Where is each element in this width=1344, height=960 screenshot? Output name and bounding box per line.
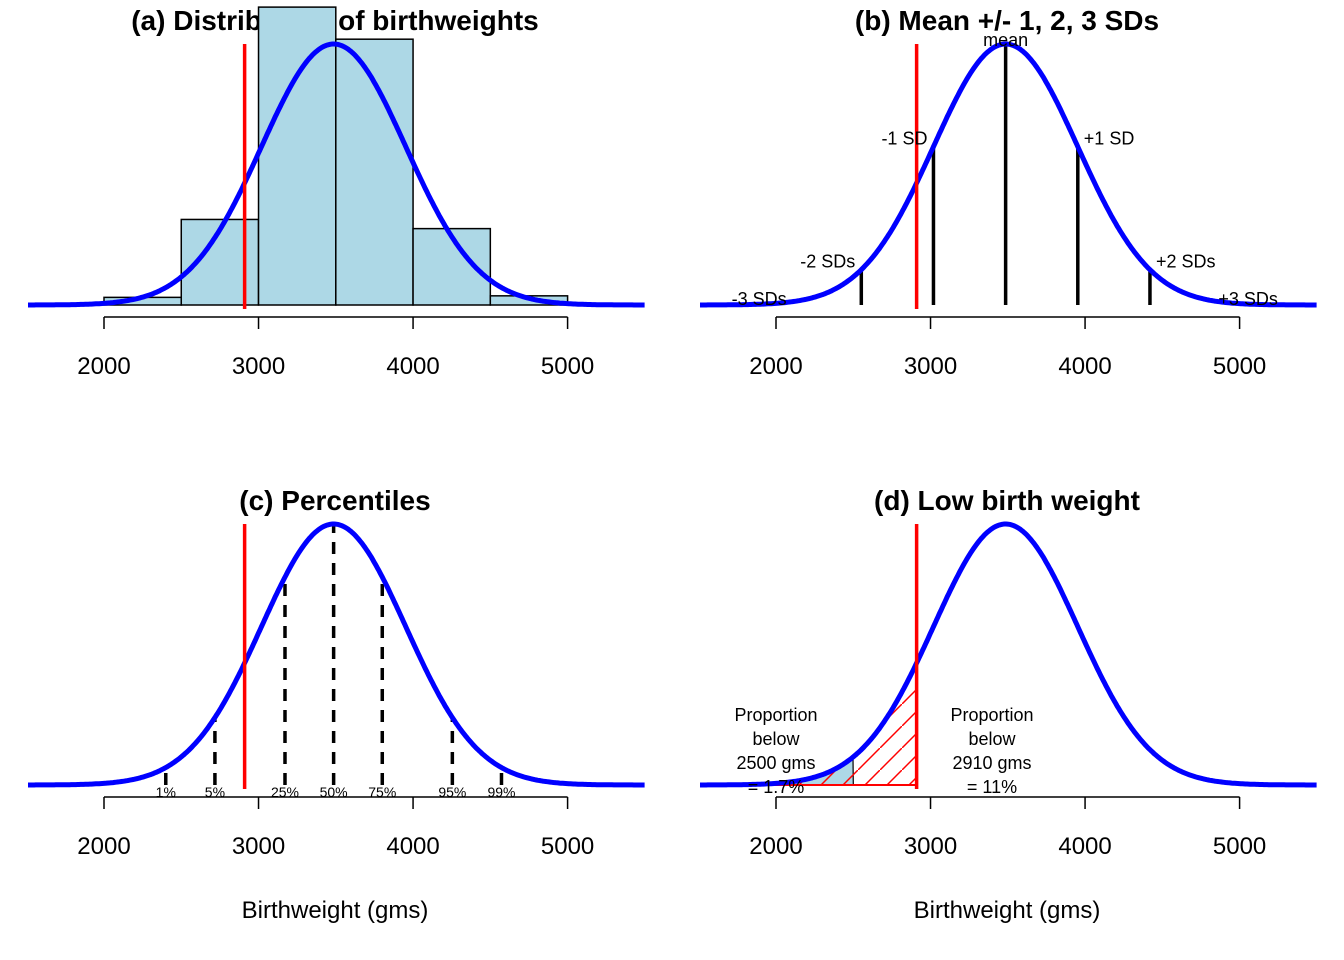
- annotation-line: = 11%: [967, 777, 1017, 797]
- panel-b-tick-label: 5000: [1213, 353, 1266, 380]
- panel-a-x-axis: 2000 3000 4000 5000: [77, 316, 594, 380]
- annotation-line: = 1.7%: [748, 777, 805, 797]
- panel-d-normal-curve: [699, 521, 1318, 788]
- sd-marker-label: -1 SD: [881, 129, 927, 149]
- panel-b-sd-labels: -3 SDs -2 SDs -1 SD mean +1 SD +2 SDs+3 SDs: [732, 30, 1278, 309]
- panel-b-tick-label: 2000: [749, 353, 802, 380]
- panel-d-x-axis-label: Birthweight (gms): [914, 897, 1101, 924]
- panel-b-title: (b) Mean +/- 1, 2, 3 SDs: [855, 5, 1159, 36]
- panel-c-x-axis: 2000 3000 4000 5000: [77, 796, 594, 860]
- panel-d: (d) Low birth weight Proportion below 2500…: [699, 485, 1318, 924]
- sd-marker-label: +1 SD: [1084, 129, 1135, 149]
- panel-c-tick-label: 2000: [77, 833, 130, 860]
- sd-marker-label: +2 SDs: [1156, 252, 1216, 272]
- panel-a-tick-label: 4000: [386, 353, 439, 380]
- panel-b-x-axis: 2000 3000 4000 5000: [749, 316, 1266, 380]
- annotation-line: Proportion: [734, 705, 817, 725]
- panel-c-percentile-labels: 1% 5% 25% 50% 75% 95% 99%: [156, 784, 516, 800]
- sd-marker-label: mean: [983, 30, 1028, 50]
- panel-d-title: (d) Low birth weight: [874, 485, 1140, 516]
- panel-d-tick-label: 4000: [1058, 833, 1111, 860]
- annotation-line: Proportion: [950, 705, 1033, 725]
- panel-b-tick-label: 3000: [904, 353, 957, 380]
- panel-d-tick-label: 2000: [749, 833, 802, 860]
- panel-d-annotation-2910: Proportion below 2910 gms = 11%: [950, 705, 1033, 797]
- panel-c: (c) Percentiles 1% 5% 25% 50% 75% 95% 99% 2000…: [27, 485, 646, 924]
- percentile-marker-label: 50%: [320, 784, 348, 800]
- percentile-marker-label: 25%: [271, 784, 299, 800]
- percentile-marker-label: 99%: [487, 784, 515, 800]
- panel-a-tick-label: 2000: [77, 353, 130, 380]
- percentile-marker-label: 5%: [205, 784, 225, 800]
- annotation-line: below: [752, 729, 800, 749]
- panel-c-normal-curve: [27, 521, 646, 788]
- panel-b-tick-label: 4000: [1058, 353, 1111, 380]
- panel-c-x-axis-label: Birthweight (gms): [242, 897, 429, 924]
- histogram-bar: [257, 6, 337, 306]
- panel-d-tick-label: 5000: [1213, 833, 1266, 860]
- panel-b-sd-markers: [859, 44, 1152, 305]
- panel-a: (a) Distribution of birthweights 2000 300…: [27, 5, 646, 380]
- panel-c-tick-label: 5000: [541, 833, 594, 860]
- annotation-line: 2910 gms: [952, 753, 1031, 773]
- panel-c-tick-label: 3000: [232, 833, 285, 860]
- annotation-line: 2500 gms: [736, 753, 815, 773]
- panel-b: (b) Mean +/- 1, 2, 3 SDs -3 SDs -2 SDs -1 …: [699, 5, 1318, 380]
- panel-a-tick-label: 5000: [541, 353, 594, 380]
- panel-d-annotation-2500: Proportion below 2500 gms = 1.7%: [734, 705, 817, 797]
- percentile-marker-label: 95%: [438, 784, 466, 800]
- annotation-line: below: [968, 729, 1016, 749]
- panel-c-title: (c) Percentiles: [239, 485, 430, 516]
- percentile-marker-label: 75%: [368, 784, 396, 800]
- sd-marker-label: +3 SDs: [1218, 289, 1278, 309]
- sd-marker-label: -2 SDs: [800, 252, 855, 272]
- panel-a-normal-curve: [27, 41, 646, 308]
- panel-a-tick-label: 3000: [232, 353, 285, 380]
- percentile-marker-label: 1%: [156, 784, 176, 800]
- panel-c-percentile-markers: [164, 524, 504, 785]
- sd-marker-label: -3 SDs: [732, 289, 787, 309]
- panel-a-bars: [103, 6, 569, 306]
- panel-d-tick-label: 3000: [904, 833, 957, 860]
- panel-d-x-axis: 2000 3000 4000 5000: [749, 796, 1266, 860]
- panel-b-normal-curve: [699, 41, 1318, 308]
- panel-c-tick-label: 4000: [386, 833, 439, 860]
